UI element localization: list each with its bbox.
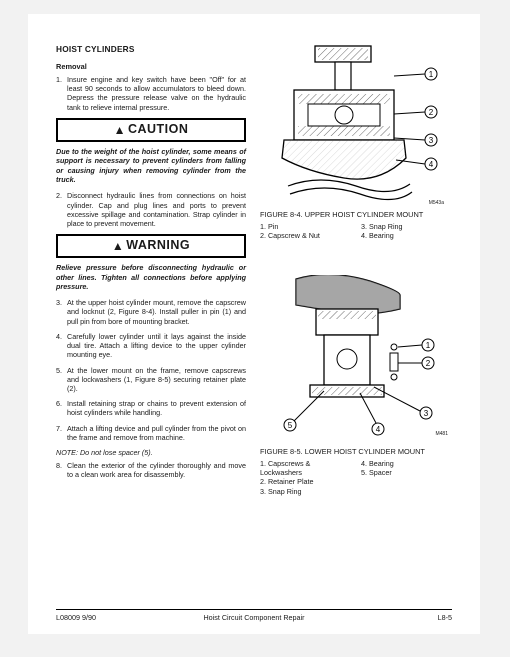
- step-1: 1.Insure engine and key switch have been…: [56, 75, 246, 112]
- svg-text:3: 3: [429, 136, 434, 145]
- figure-8-4-caption: FIGURE 8-4. UPPER HOIST CYLINDER MOUNT: [260, 210, 452, 219]
- figure-ref: M481: [435, 431, 448, 437]
- section-heading: Removal: [56, 62, 246, 71]
- figure-8-5-legend: 1. Capscrews & Lockwashers 2. Retainer P…: [260, 459, 452, 496]
- svg-text:2: 2: [426, 359, 431, 368]
- warning-triangle-icon: ▲: [114, 123, 126, 137]
- step-3: 3.At the upper hoist cylinder mount, rem…: [56, 298, 246, 326]
- step-2: 2.Disconnect hydraulic lines from connec…: [56, 191, 246, 228]
- step-7: 7.Attach a lifting device and pull cylin…: [56, 424, 246, 442]
- warning-box: ▲WARNING: [56, 234, 246, 258]
- figure-8-5-caption: FIGURE 8-5. LOWER HOIST CYLINDER MOUNT: [260, 447, 452, 456]
- step-5: 5.At the lower mount on the frame, remov…: [56, 366, 246, 394]
- caution-text: Due to the weight of the hoist cylinder,…: [56, 147, 246, 184]
- svg-text:2: 2: [429, 108, 434, 117]
- warning-triangle-icon: ▲: [112, 239, 124, 253]
- note-text: NOTE: Do not lose spacer (5).: [56, 448, 246, 457]
- figure-8-4: 1 2 3 4 M543a: [260, 44, 452, 206]
- svg-text:5: 5: [288, 421, 293, 430]
- figure-8-5: 1 2 3 4 5 M481: [260, 275, 452, 443]
- figure-ref: M543a: [429, 200, 444, 206]
- warning-text: Relieve pressure before disconnecting hy…: [56, 263, 246, 291]
- svg-text:4: 4: [376, 425, 381, 434]
- page-title: HOIST CYLINDERS: [56, 44, 246, 54]
- step-6: 6.Install retaining strap or chains to p…: [56, 399, 246, 417]
- svg-text:1: 1: [429, 70, 434, 79]
- footer-center: Hoist Circuit Component Repair: [56, 613, 452, 622]
- step-4: 4.Carefully lower cylinder until it lays…: [56, 332, 246, 360]
- step-8: 8.Clean the exterior of the cylinder tho…: [56, 461, 246, 479]
- page-footer: L08009 9/90 Hoist Circuit Component Repa…: [56, 609, 452, 622]
- caution-box: ▲CAUTION: [56, 118, 246, 142]
- figure-8-4-legend: 1. Pin 2. Capscrew & Nut 3. Snap Ring 4.…: [260, 222, 452, 241]
- svg-text:4: 4: [429, 160, 434, 169]
- svg-text:3: 3: [424, 409, 429, 418]
- svg-text:1: 1: [426, 341, 431, 350]
